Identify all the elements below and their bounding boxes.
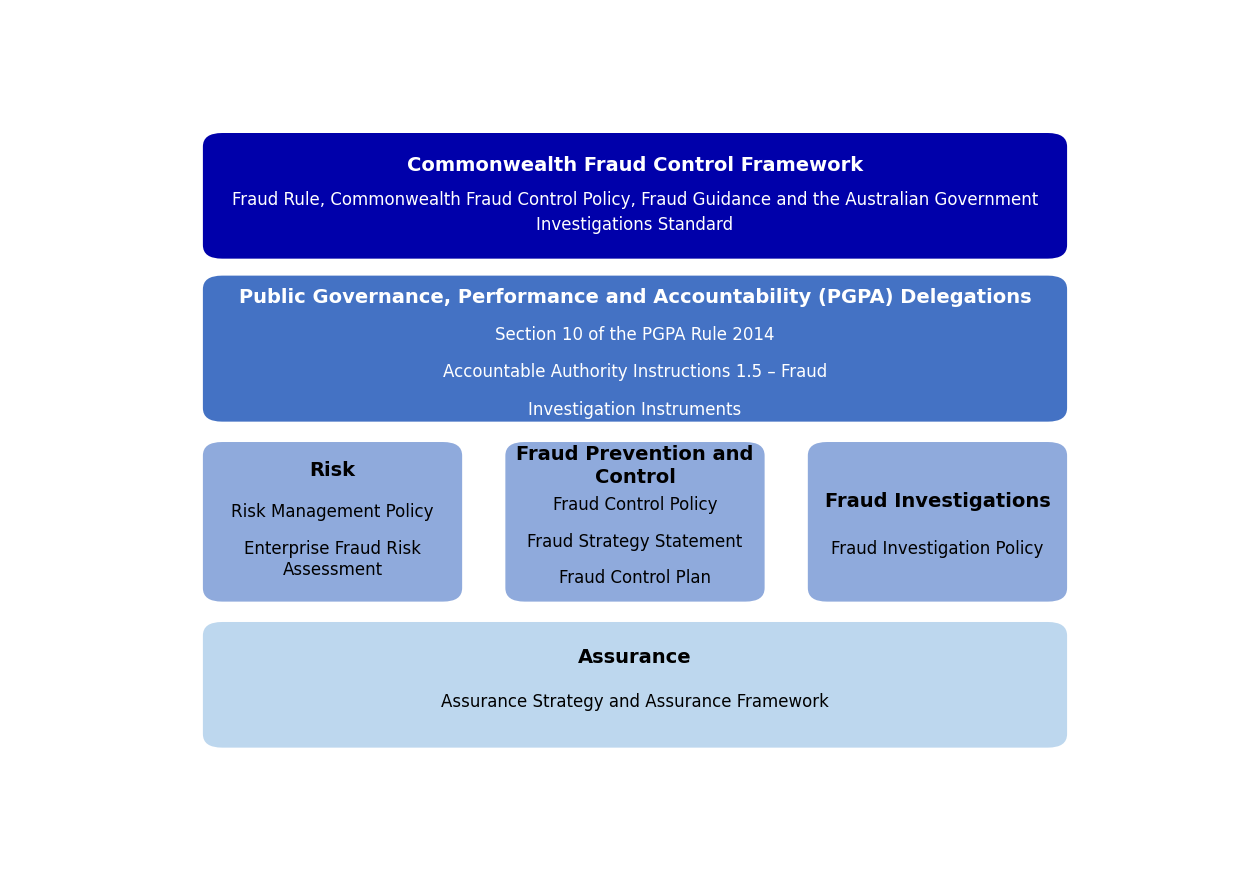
FancyBboxPatch shape xyxy=(203,275,1067,422)
FancyBboxPatch shape xyxy=(203,133,1067,258)
Text: Fraud Investigation Policy: Fraud Investigation Policy xyxy=(831,540,1043,558)
Text: Assurance: Assurance xyxy=(579,648,691,667)
Text: Fraud Control Policy: Fraud Control Policy xyxy=(553,496,717,514)
FancyBboxPatch shape xyxy=(203,622,1067,748)
Text: Public Governance, Performance and Accountability (PGPA) Delegations: Public Governance, Performance and Accou… xyxy=(239,288,1031,307)
Text: Risk: Risk xyxy=(310,461,356,481)
Text: Investigation Instruments: Investigation Instruments xyxy=(528,400,742,419)
Text: Fraud Control Plan: Fraud Control Plan xyxy=(559,569,711,587)
Text: Fraud Prevention and
Control: Fraud Prevention and Control xyxy=(517,445,753,488)
Text: Assurance Strategy and Assurance Framework: Assurance Strategy and Assurance Framewo… xyxy=(441,692,829,711)
Text: Fraud Rule, Commonwealth Fraud Control Policy, Fraud Guidance and the Australian: Fraud Rule, Commonwealth Fraud Control P… xyxy=(232,191,1038,235)
FancyBboxPatch shape xyxy=(203,442,462,602)
Text: Accountable Authority Instructions 1.5 – Fraud: Accountable Authority Instructions 1.5 –… xyxy=(442,363,828,381)
Text: Risk Management Policy: Risk Management Policy xyxy=(232,503,434,520)
Text: Fraud Investigations: Fraud Investigations xyxy=(825,492,1051,511)
Text: Fraud Strategy Statement: Fraud Strategy Statement xyxy=(528,534,742,551)
Text: Commonwealth Fraud Control Framework: Commonwealth Fraud Control Framework xyxy=(406,156,864,175)
FancyBboxPatch shape xyxy=(506,442,764,602)
Text: Section 10 of the PGPA Rule 2014: Section 10 of the PGPA Rule 2014 xyxy=(496,326,774,344)
FancyBboxPatch shape xyxy=(808,442,1067,602)
Text: Enterprise Fraud Risk
Assessment: Enterprise Fraud Risk Assessment xyxy=(244,540,421,579)
